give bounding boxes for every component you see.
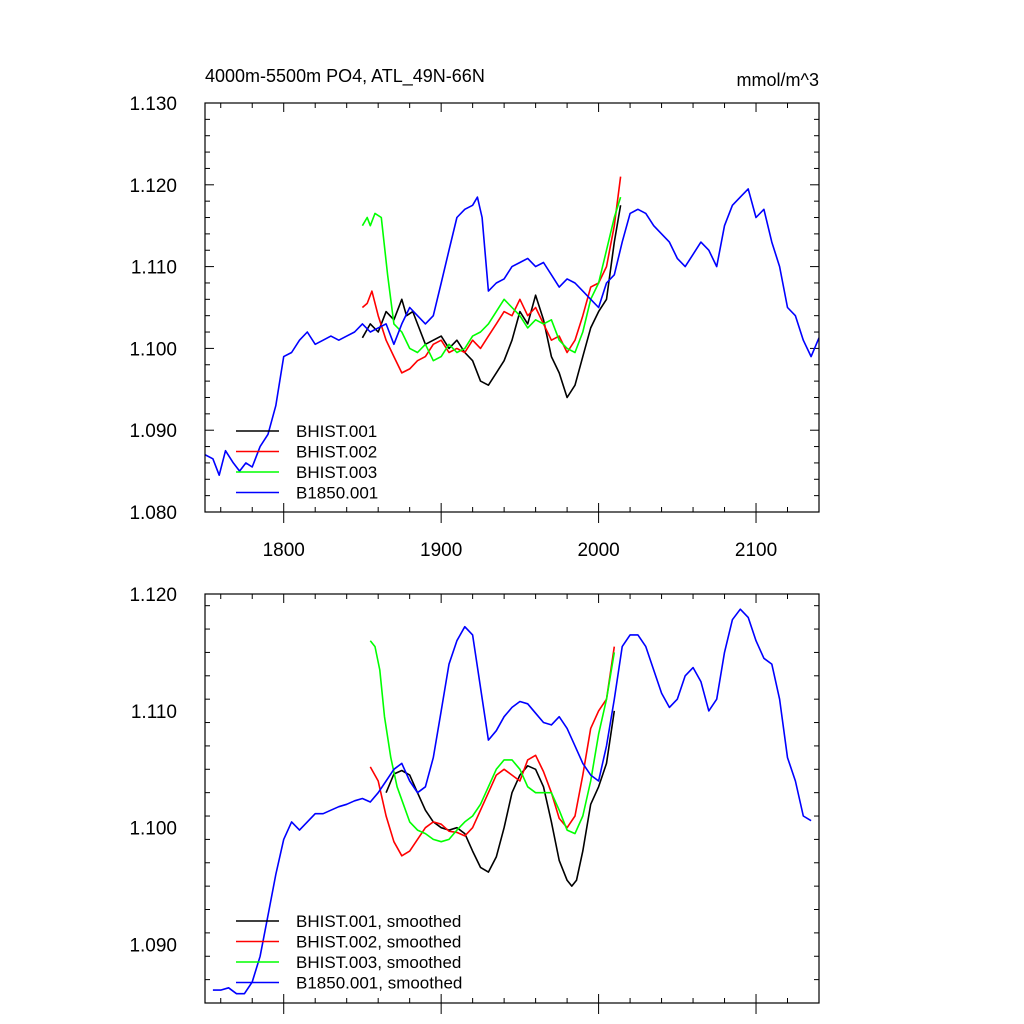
series-line xyxy=(361,196,622,362)
x-tick-label: 1900 xyxy=(420,540,462,561)
legend-label: BHIST.001, smoothed xyxy=(296,912,461,931)
series-line xyxy=(385,710,616,887)
series-line xyxy=(361,205,622,399)
legend-label: BHIST.002 xyxy=(296,443,377,462)
y-tick-label: 1.090 xyxy=(129,936,177,957)
series-line xyxy=(369,646,616,857)
y-tick-label: 1.090 xyxy=(129,421,177,442)
x-tick-label: 1800 xyxy=(263,540,305,561)
y-tick-label: 1.100 xyxy=(129,819,177,840)
legend-label: BHIST.003 xyxy=(296,463,377,482)
series-line xyxy=(212,608,812,995)
legend-label: BHIST.001 xyxy=(296,422,377,441)
y-tick-label: 1.110 xyxy=(131,702,177,723)
y-tick-label: 1.080 xyxy=(129,503,177,524)
series-line xyxy=(361,176,622,374)
series-line xyxy=(205,188,819,476)
series-group xyxy=(205,176,819,476)
y-tick-label: 1.130 xyxy=(129,94,177,115)
chart-title: 4000m-5500m PO4, ATL_49N-66N xyxy=(205,66,485,87)
legend-label: BHIST.002, smoothed xyxy=(296,933,461,952)
x-tick-label: 2100 xyxy=(735,540,777,561)
bottom-panel: 1.090 1.100 1.110 1.120 BHIST.001, smoothed B… xyxy=(129,585,820,1014)
legend-label: B1850.001, smoothed xyxy=(296,974,462,993)
legend-label: B1850.001 xyxy=(296,484,378,503)
y-tick-label: 1.100 xyxy=(129,339,177,360)
x-tick-label: 2000 xyxy=(577,540,619,561)
y-tick-label: 1.120 xyxy=(129,176,177,197)
series-group xyxy=(212,608,812,995)
series-line xyxy=(369,640,616,843)
plot-frame xyxy=(204,593,820,1004)
plot-frame xyxy=(204,102,820,513)
y-tick-label: 1.110 xyxy=(131,258,177,279)
y-tick-label: 1.120 xyxy=(129,585,177,606)
legend-label: BHIST.003, smoothed xyxy=(296,953,461,972)
top-panel: 1.080 1.090 1.100 1.110 1.120 1.130 1800 1900 20… xyxy=(129,94,820,561)
units-label: mmol/m^3 xyxy=(737,70,819,90)
